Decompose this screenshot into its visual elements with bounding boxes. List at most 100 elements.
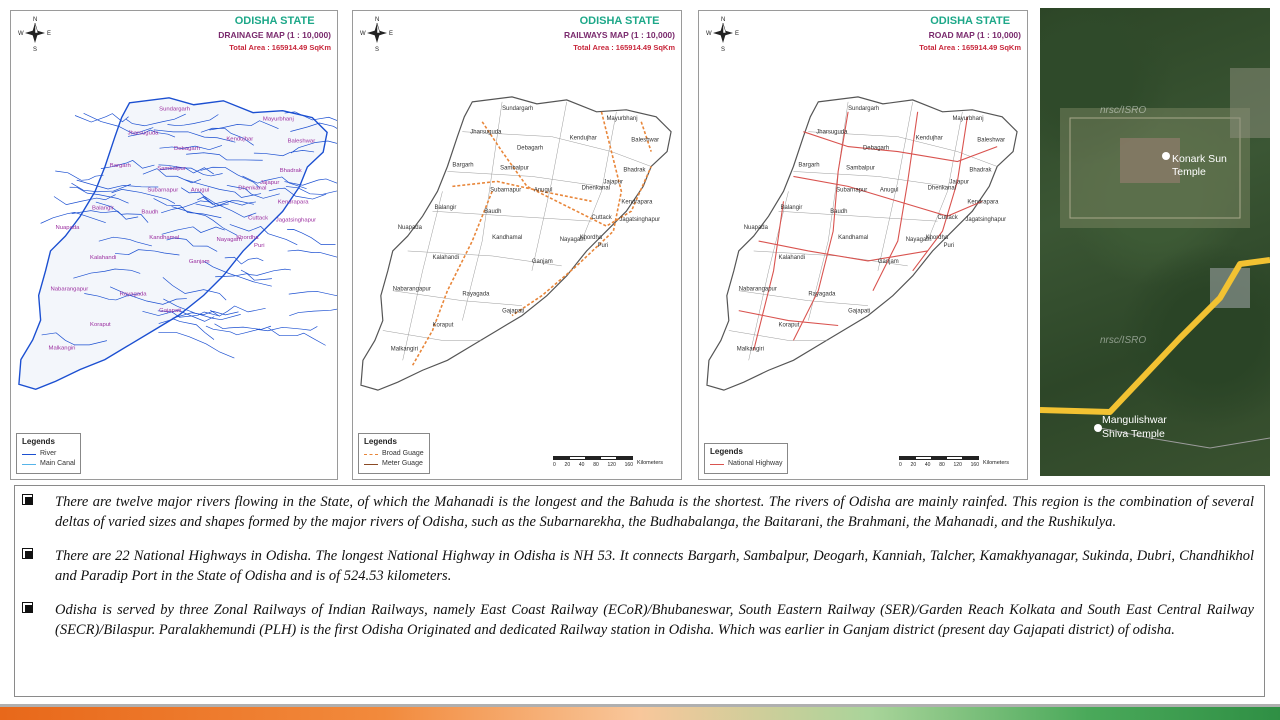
svg-text:E: E <box>389 31 393 37</box>
district-label: Kendrapara <box>621 199 653 205</box>
river-line <box>204 261 272 287</box>
river-line <box>290 140 337 154</box>
district-label: Sambalpur <box>846 165 875 171</box>
compass-icon: N S E W <box>706 17 739 53</box>
river-line <box>84 293 141 301</box>
river-line <box>180 187 229 207</box>
district-label: Ganjam <box>189 259 210 265</box>
river-line <box>253 150 315 157</box>
river-line <box>127 129 176 138</box>
district-label: Mayurbhanj <box>952 116 983 122</box>
river-line <box>41 332 108 346</box>
map-total-area: Total Area : 165914.49 SqKm <box>229 43 331 52</box>
district-label: Anugul <box>534 187 553 193</box>
district-label: Kalahandi <box>90 255 116 261</box>
scale-bar: 0 20 40 80 120 160 Kilometers <box>553 454 673 474</box>
svg-text:S: S <box>721 47 725 53</box>
district-label: Bhadrak <box>623 167 645 173</box>
railway-line <box>452 180 592 203</box>
river-line <box>195 200 254 208</box>
district-label: Malkangiri <box>391 346 418 352</box>
river-line <box>290 122 337 132</box>
district-label: Kandhamal <box>492 235 522 241</box>
river-line <box>268 327 326 346</box>
district-label: Balangir <box>92 205 114 211</box>
district-label: Dhenkanal <box>238 186 266 192</box>
svg-text:W: W <box>18 31 24 37</box>
river-line <box>71 210 139 220</box>
bullet-icon <box>21 548 35 559</box>
river-line <box>205 325 261 336</box>
river-line <box>159 145 223 151</box>
highway-line <box>792 111 849 341</box>
drainage-map-panel: N S E W ODISHA STATE DRAINAGE MAP (1 : 1… <box>10 10 338 480</box>
map-total-area: Total Area : 165914.49 SqKm <box>573 43 675 52</box>
river-line <box>202 196 256 206</box>
railway-line <box>481 121 652 228</box>
river-line <box>184 179 262 198</box>
district-label: Puri <box>598 243 609 249</box>
railway-map-panel: N S E W ODISHA STATE RAILWAYS MAP (1 : 1… <box>352 10 682 480</box>
district-label: Puri <box>254 243 265 249</box>
district-label: Nabarangapur <box>51 286 89 292</box>
district-label: Nayagarh <box>906 237 932 243</box>
road-map: Sundargarh Mayurbhanj Jharsuguda Kendujhar B… <box>706 96 1018 391</box>
river-line <box>157 310 220 318</box>
river-line <box>142 168 201 184</box>
map-title: ROAD MAP (1 : 10,000) <box>928 30 1021 40</box>
district-label: Koraput <box>779 323 800 329</box>
river-line <box>284 178 337 186</box>
svg-text:E: E <box>47 31 51 37</box>
svg-text:N: N <box>375 17 379 23</box>
svg-text:Konark Sun: Konark Sun <box>1172 153 1227 165</box>
district-label: Jagatsinghapur <box>276 217 316 223</box>
map-header: ODISHA STATE ROAD MAP (1 : 10,000) Total… <box>919 15 1021 52</box>
district-label: Sambalpur <box>157 166 186 172</box>
map-legend: Legends National Highway <box>704 443 789 474</box>
info-point: There are twelve major rivers flowing in… <box>21 492 1254 532</box>
river-line <box>171 206 238 236</box>
map-header: ODISHA STATE RAILWAYS MAP (1 : 10,000) T… <box>564 15 675 52</box>
district-label: Kendujhar <box>916 136 943 142</box>
district-label: Jajapur <box>949 179 969 185</box>
district-label: Dhenkanal <box>582 185 610 191</box>
compass-icon: N S E W <box>18 17 51 53</box>
district-label: Cuttack <box>248 215 268 221</box>
district-label: Rayagada <box>808 292 836 298</box>
river-line <box>200 127 254 146</box>
district-label: Kendrapara <box>967 199 999 205</box>
legend-item-broad-guage: Broad Guage <box>364 449 424 459</box>
river-line <box>100 160 155 169</box>
river-line <box>214 323 272 330</box>
district-label: Kendujhar <box>226 136 253 142</box>
river-line <box>162 277 227 301</box>
district-label: Rayagada <box>120 291 148 297</box>
district-label: Koraput <box>90 322 111 328</box>
district-label: Rayagada <box>462 292 490 298</box>
legend-item-meter-guage: Meter Guage <box>364 459 424 469</box>
river-line <box>285 186 337 195</box>
district-label: Nuapada <box>398 225 423 231</box>
info-point: There are 22 National Highways in Odisha… <box>21 546 1254 586</box>
river-line <box>287 249 337 258</box>
river-line <box>55 170 104 181</box>
svg-text:N: N <box>721 17 725 23</box>
district-label: Kandhamal <box>838 235 868 241</box>
river-line <box>256 326 318 332</box>
district-label: Sambalpur <box>500 165 529 171</box>
map-header: ODISHA STATE DRAINAGE MAP (1 : 10,000) T… <box>218 15 331 52</box>
district-label: Kendrapara <box>278 200 310 206</box>
river-line <box>109 286 187 305</box>
railway-line <box>640 121 652 152</box>
map-state-title: ODISHA STATE <box>234 15 315 27</box>
river-line <box>172 310 239 319</box>
district-label: Balangir <box>781 205 803 211</box>
district-label: Bargarh <box>798 162 819 168</box>
district-label: Kalahandi <box>433 255 459 261</box>
district-label: Jagatsinghapur <box>965 217 1006 223</box>
svg-text:nrsc/ISRO: nrsc/ISRO <box>1100 105 1146 116</box>
river-line <box>95 201 149 223</box>
map-state-title: ODISHA STATE <box>930 15 1011 27</box>
river-line <box>125 113 186 127</box>
district-label: Nayagarh <box>560 237 586 243</box>
